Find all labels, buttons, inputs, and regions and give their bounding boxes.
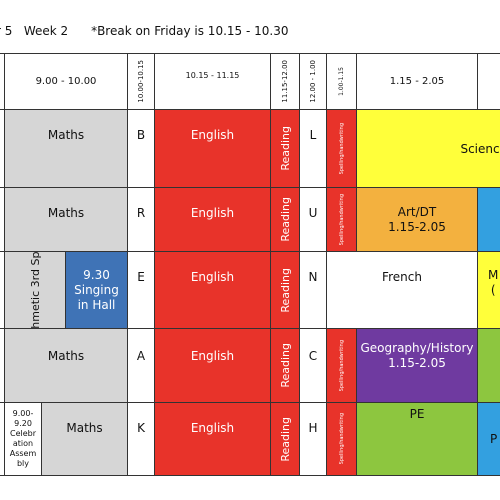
row3-english: English [154, 251, 271, 329]
row4-maths: Maths [4, 328, 128, 403]
row2-reading: Reading [270, 187, 300, 252]
row3-break-letter: E [127, 251, 155, 329]
row2-art-dt: Art/DT 1.15-2.05 [356, 187, 478, 252]
header-col-6: 1.00-1.15 [326, 53, 357, 110]
row2-maths: Maths [4, 187, 128, 252]
row5-spelling: Spelling/handwriting [326, 402, 357, 476]
row5-pe: PE [356, 402, 478, 476]
row5-assembly: 9.00- 9.20 Celebr ation Assem bly [4, 402, 42, 476]
row1-english: English [154, 109, 271, 188]
row4-english: English [154, 328, 271, 403]
row1-spelling: Spelling/handwriting [326, 109, 357, 188]
row1-maths: Maths [4, 109, 128, 188]
row5-english: English [154, 402, 271, 476]
break-note: *Break on Friday is 10.15 - 10.30 [91, 24, 289, 38]
row4-lunch-letter: C [299, 328, 327, 403]
row4-reading: Reading [270, 328, 300, 403]
row4-break-letter: A [127, 328, 155, 403]
header-col-7: 1.15 - 2.05 [356, 53, 478, 110]
timetable-title: r 5 Week 2 *Break on Friday is 10.15 - 1… [0, 24, 288, 38]
row5-right-block: P [477, 402, 500, 476]
row3-lunch-letter: N [299, 251, 327, 329]
row1-science: Science [356, 109, 500, 188]
row2-lunch-letter: U [299, 187, 327, 252]
row5-break-letter: K [127, 402, 155, 476]
row3-french: French [326, 251, 478, 329]
header-col-1: 9.00 - 10.00 [4, 53, 128, 110]
row1-lunch-letter: L [299, 109, 327, 188]
row4-geography-history: Geography/History 1.15-2.05 [356, 328, 478, 403]
row1-reading: Reading [270, 109, 300, 188]
row2-spelling: Spelling/handwriting [326, 187, 357, 252]
header-col-3: 10.15 - 11.15 [154, 53, 271, 110]
title-week: Week 2 [23, 24, 69, 38]
header-col-5: 12.00 - 1.00 [299, 53, 327, 110]
row3-arithmetic: Arithmetic 3rd Space [4, 251, 66, 329]
row4-spelling: Spelling/handwriting [326, 328, 357, 403]
header-col-4: 11.15-12.00 [270, 53, 300, 110]
title-year: r 5 [0, 24, 13, 38]
row5-maths: Maths [41, 402, 128, 476]
row3-singing: 9.30 Singing in Hall [65, 251, 128, 329]
row2-break-letter: R [127, 187, 155, 252]
header-col-8 [477, 53, 500, 110]
header-col-2: 10.00-10.15 [127, 53, 155, 110]
row5-lunch-letter: H [299, 402, 327, 476]
row3-reading: Reading [270, 251, 300, 329]
row1-break-letter: B [127, 109, 155, 188]
row2-english: English [154, 187, 271, 252]
row5-reading: Reading [270, 402, 300, 476]
row2-right-block [477, 187, 500, 252]
row4-right-block [477, 328, 500, 403]
row3-right-block: M( [477, 251, 500, 329]
